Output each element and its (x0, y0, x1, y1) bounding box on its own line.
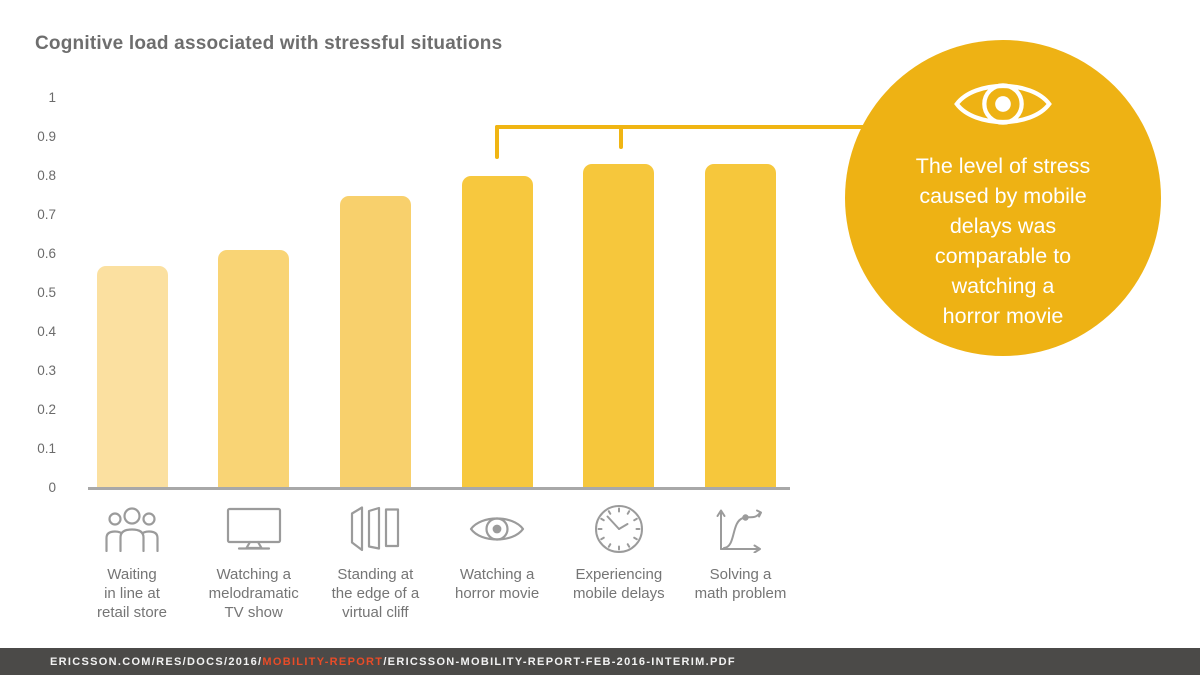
y-tick-label: 0.9 (37, 129, 56, 144)
x-axis-line (88, 487, 790, 490)
eye-icon (951, 72, 1055, 141)
chart-title: Cognitive load associated with stressful… (35, 33, 503, 54)
category-label: Solving a math problem (694, 566, 787, 602)
virtual-cliff-panels-icon (351, 506, 400, 552)
bracket-horizontal-line (495, 125, 872, 129)
bracket-tick-horror-movie (495, 125, 499, 159)
callout-text: The level of stress caused by mobile del… (915, 154, 1091, 328)
y-tick-label: 0.5 (37, 285, 56, 300)
category-5: Solving a math problem (673, 502, 809, 603)
source-url-prefix: ERICSSON.COM/RES/DOCS/2016/ (50, 655, 263, 668)
math-graph-icon (716, 509, 762, 553)
bracket-tick-mobile-delays (619, 125, 623, 149)
bar-4 (583, 164, 655, 488)
category-1: Watching a melodramatic TV show (186, 502, 322, 622)
bar-2 (339, 195, 411, 488)
people-group-icon (105, 507, 159, 552)
bar-3 (461, 176, 533, 488)
category-0: Waiting in line at retail store (64, 502, 200, 622)
callout-circle: The level of stress caused by mobile del… (845, 40, 1161, 356)
source-url-bar: ERICSSON.COM/RES/DOCS/2016/MOBILITY-REPO… (0, 648, 1200, 675)
y-tick-label: 0.4 (37, 324, 56, 339)
category-3: Watching a horror movie (429, 502, 565, 603)
y-tick-label: 0.1 (37, 441, 56, 456)
category-label: Standing at the edge of a virtual cliff (331, 566, 420, 621)
bar-0 (96, 265, 168, 488)
y-tick-label: 0.2 (37, 402, 56, 417)
eye-icon (469, 517, 525, 541)
category-label: Waiting in line at retail store (96, 566, 168, 621)
y-tick-label: 0.7 (37, 207, 56, 222)
category-label: Watching a horror movie (454, 566, 540, 602)
category-2: Standing at the edge of a virtual cliff (307, 502, 443, 622)
bar-1 (218, 250, 290, 488)
bar-5 (705, 164, 776, 488)
source-url-suffix: /ERICSSON-MOBILITY-REPORT-FEB-2016-INTER… (383, 655, 736, 668)
source-url[interactable]: ERICSSON.COM/RES/DOCS/2016/MOBILITY-REPO… (50, 656, 736, 668)
clock-icon (594, 505, 643, 553)
y-tick-label: 0 (48, 480, 56, 495)
y-tick-label: 0.8 (37, 168, 56, 183)
y-tick-label: 0.3 (37, 363, 56, 378)
y-tick-label: 0.6 (37, 246, 56, 261)
tv-screen-icon (226, 507, 281, 550)
y-tick-label: 1 (48, 90, 56, 105)
category-label: Experiencing mobile delays (572, 566, 665, 602)
source-url-highlight: MOBILITY-REPORT (262, 655, 384, 668)
category-label: Watching a melodramatic TV show (208, 566, 299, 621)
category-4: Experiencing mobile delays (551, 502, 687, 603)
